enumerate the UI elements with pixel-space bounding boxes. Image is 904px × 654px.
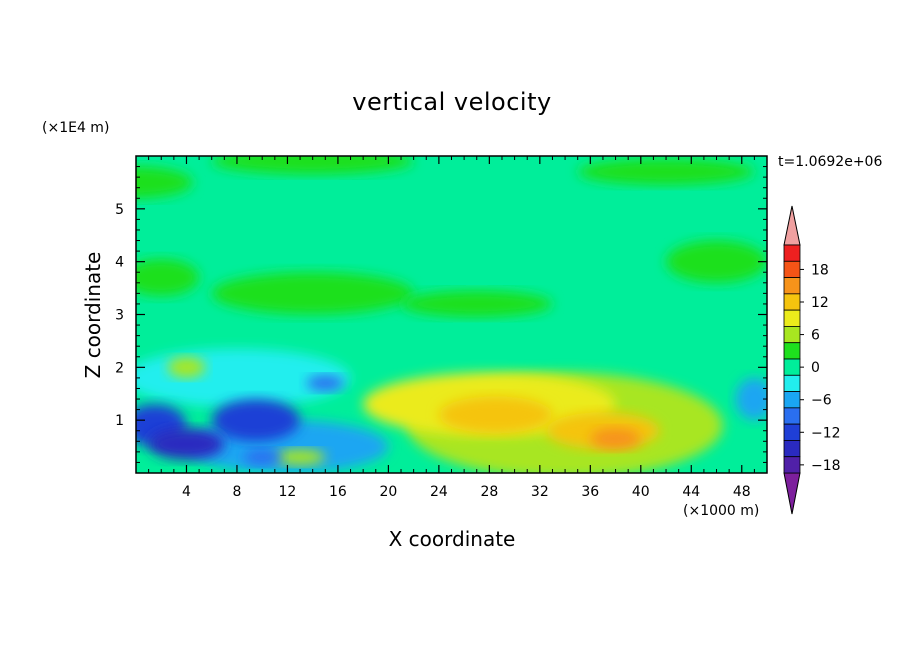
colorbar-swatch	[783, 440, 801, 458]
contour-feature	[211, 156, 414, 175]
x-tick-label: 16	[329, 484, 347, 500]
x-axis-unit: (×1000 m)	[683, 503, 760, 519]
x-tick-label: 4	[182, 484, 191, 500]
colorbar-swatch	[783, 456, 801, 474]
x-tick-label: 24	[430, 484, 448, 500]
x-tick-label: 20	[379, 484, 397, 500]
contour-feature	[577, 158, 755, 186]
chart-title: vertical velocity	[352, 88, 552, 116]
contour-feature	[438, 396, 553, 434]
contour-feature	[735, 377, 767, 421]
contour-feature	[136, 259, 200, 297]
contour-feature	[274, 449, 326, 466]
colorbar-swatch	[783, 277, 801, 295]
x-tick-label: 12	[279, 484, 297, 500]
colorbar-swatch	[783, 309, 801, 327]
x-tick-label: 28	[480, 484, 498, 500]
contour-feature	[666, 240, 767, 283]
x-tick-label: 36	[581, 484, 599, 500]
contour-feature	[211, 399, 301, 442]
colorbar-swatch	[783, 342, 801, 360]
colorbar-tick-label: −18	[811, 458, 841, 474]
contour-feature	[243, 449, 282, 466]
y-axis-unit: (×1E4 m)	[42, 120, 110, 136]
colorbar-swatch	[783, 407, 801, 425]
contour-feature	[590, 428, 641, 450]
colorbar-tick-label: −12	[811, 425, 841, 441]
colorbar-swatch	[783, 358, 801, 376]
contour-feature	[401, 290, 553, 318]
x-axis: 4 8 12 16 20 24 28 32 36 40 44 48	[148, 156, 755, 500]
colorbar: 18 12 6 0 −6 −12 −18	[783, 205, 841, 515]
colorbar-swatch	[783, 391, 801, 409]
colorbar-swatch	[783, 293, 801, 311]
colorbar-tick-label: 0	[811, 360, 820, 376]
y-tick-label: 2	[115, 360, 124, 376]
contour-feature	[306, 375, 345, 392]
colorbar-swatch	[783, 260, 801, 278]
colorbar-bottom-arrow	[783, 472, 801, 515]
y-axis: 1 2 3 4 5	[115, 166, 767, 463]
colorbar-tick-label: 6	[811, 328, 820, 344]
contour-field	[136, 156, 767, 473]
y-tick-label: 3	[115, 308, 124, 324]
contour-feature	[148, 428, 225, 460]
colorbar-tick-label: 12	[811, 295, 829, 311]
x-tick-label: 32	[531, 484, 549, 500]
y-tick-label: 4	[115, 255, 124, 271]
colorbar-swatch	[783, 326, 801, 344]
x-axis-title: X coordinate	[388, 527, 516, 551]
contour-feature	[136, 166, 193, 199]
x-tick-label: 48	[733, 484, 751, 500]
contour-feature	[211, 272, 414, 315]
colorbar-swatch	[783, 423, 801, 441]
x-tick-label: 40	[632, 484, 650, 500]
colorbar-swatch	[783, 244, 801, 262]
colorbar-swatch	[783, 374, 801, 392]
y-tick-label: 5	[115, 202, 124, 218]
x-tick-label: 8	[232, 484, 241, 500]
x-tick-label: 44	[682, 484, 700, 500]
time-label: t=1.0692e+06	[778, 154, 883, 170]
colorbar-tick-label: −6	[811, 393, 832, 409]
contour-feature	[167, 356, 206, 378]
colorbar-top-arrow	[783, 205, 801, 246]
colorbar-tick-label: 18	[811, 262, 829, 278]
y-tick-label: 1	[115, 413, 124, 429]
